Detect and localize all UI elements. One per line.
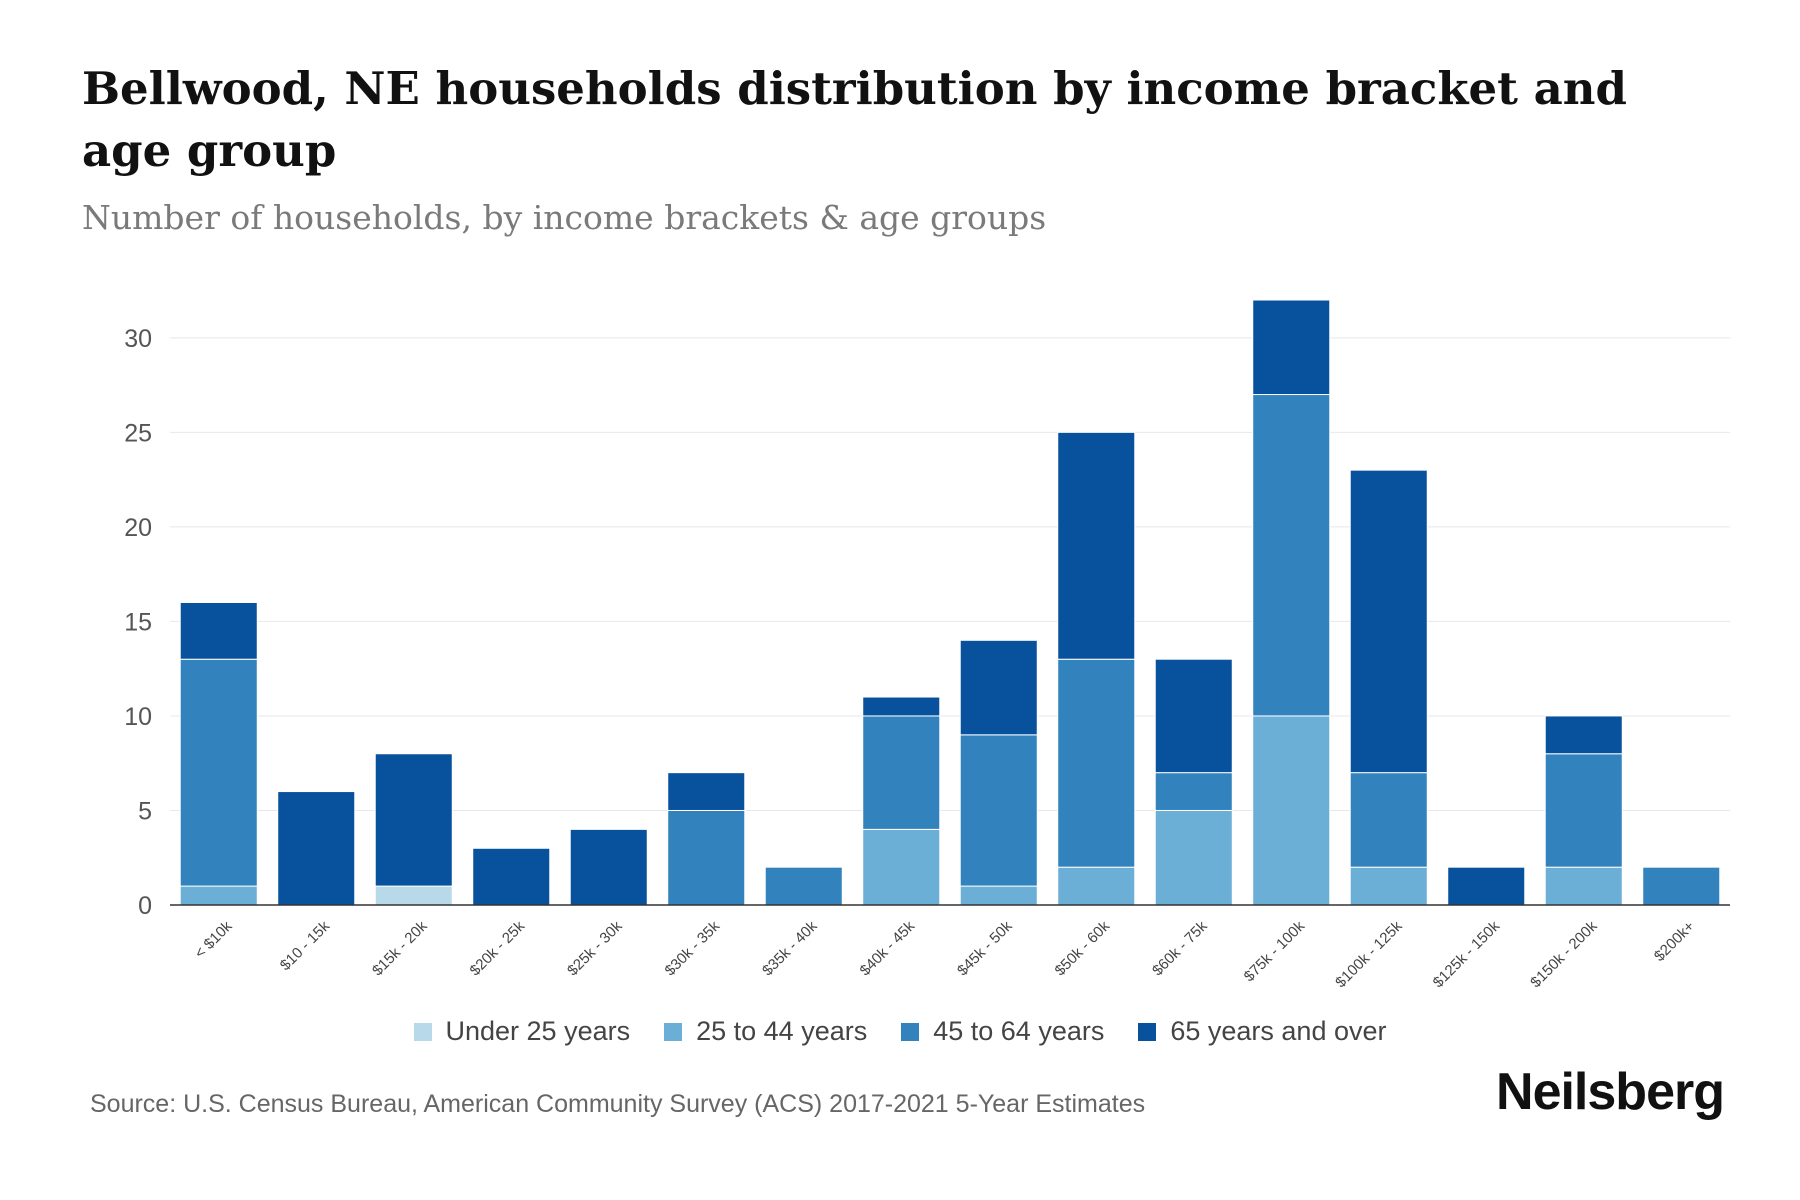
- source-note: Source: U.S. Census Bureau, American Com…: [90, 1090, 1146, 1118]
- bar-segment: [1447, 866, 1526, 906]
- bar-segment: [1349, 469, 1428, 774]
- legend-swatch: [901, 1022, 920, 1041]
- bar-segment: [1642, 866, 1721, 906]
- bar-segment: [959, 734, 1038, 887]
- x-tick-label: < $10k: [191, 917, 236, 962]
- bar-segment: [277, 791, 356, 906]
- bar-segment: [1252, 394, 1331, 717]
- x-tick-label: $75k - 100k: [1241, 917, 1309, 985]
- bar-segment: [667, 809, 746, 906]
- x-tick-label: $30k - 35k: [662, 917, 724, 979]
- bar-segment: [1544, 753, 1623, 868]
- bar-segment: [1057, 658, 1136, 868]
- bar-segment: [862, 828, 941, 906]
- x-tick-label: $15k - 20k: [369, 917, 431, 979]
- y-tick-label: 10: [124, 703, 152, 731]
- x-tick-label: $60k - 75k: [1149, 917, 1211, 979]
- bar-segment: [1544, 715, 1623, 755]
- x-tick-label: $20k - 25k: [467, 917, 529, 979]
- legend: Under 25 years 25 to 44 years 45 to 64 yea…: [0, 1016, 1800, 1047]
- bar-segment: [179, 602, 258, 660]
- legend-label: 65 years and over: [1170, 1016, 1387, 1046]
- y-tick-label: 25: [124, 419, 152, 447]
- bar-segment: [1252, 715, 1331, 906]
- bar-segment: [1154, 772, 1233, 811]
- gridlines: [170, 337, 1730, 811]
- x-tick-label: $25k - 30k: [564, 917, 626, 979]
- chart-subtitle: Number of households, by income brackets…: [82, 198, 1047, 237]
- stacked-bar-chart: 0 5 10 15 20 25 30 < $10k $10 - 15k $15k - 20k $20…: [124, 299, 1730, 991]
- bar-segment: [667, 772, 746, 811]
- x-tick-label: $150k - 200k: [1527, 917, 1601, 991]
- x-tick-label: $125k - 150k: [1430, 917, 1504, 991]
- bar-segment: [1154, 809, 1233, 906]
- bar-segment: [862, 696, 941, 717]
- x-tick-label: $50k - 60k: [1052, 917, 1114, 979]
- x-tick-label: $10 - 15k: [277, 917, 334, 974]
- bar-segment: [1349, 866, 1428, 906]
- y-tick-label: 0: [138, 892, 152, 920]
- y-tick-label: 15: [124, 608, 152, 636]
- legend-label: Under 25 years: [445, 1016, 631, 1046]
- bar-segment: [374, 753, 453, 887]
- legend-label: 45 to 64 years: [933, 1016, 1105, 1046]
- x-tick-label: $100k - 125k: [1332, 917, 1406, 991]
- bar-segment: [764, 866, 843, 906]
- brand-logo: Neilsberg: [1496, 1063, 1725, 1121]
- chart-title: Bellwood, NE households distribution by …: [82, 62, 1627, 177]
- bar-segment: [1544, 866, 1623, 906]
- legend-item: 65 years and over: [1138, 1016, 1387, 1047]
- x-tick-label: $200k+: [1651, 918, 1698, 965]
- legend-swatch: [664, 1022, 683, 1041]
- bar-segment: [374, 885, 453, 906]
- x-tick-label: $45k - 50k: [954, 917, 1016, 979]
- bar-segment: [1057, 866, 1136, 906]
- bar-segment: [179, 885, 258, 906]
- bar-segment: [1349, 772, 1428, 868]
- bars: [179, 299, 1721, 906]
- y-tick-label: 20: [124, 514, 152, 542]
- bar-segment: [1252, 299, 1331, 396]
- y-tick-label: 30: [124, 325, 152, 353]
- legend-item: 45 to 64 years: [901, 1016, 1104, 1047]
- x-tick-label: $35k - 40k: [759, 917, 821, 979]
- bar-segment: [1154, 658, 1233, 774]
- y-tick-label: 5: [138, 797, 152, 825]
- bar-segment: [179, 658, 258, 887]
- bar-segment: [472, 847, 551, 906]
- bar-segment: [959, 639, 1038, 736]
- legend-item: Under 25 years: [413, 1016, 631, 1047]
- bar-segment: [1057, 431, 1136, 660]
- x-tick-label: $40k - 45k: [857, 917, 919, 979]
- legend-label: 25 to 44 years: [696, 1016, 868, 1046]
- legend-swatch: [1138, 1022, 1157, 1041]
- bar-segment: [862, 715, 941, 830]
- legend-item: 25 to 44 years: [664, 1016, 867, 1047]
- bar-segment: [569, 828, 648, 906]
- legend-swatch: [413, 1022, 432, 1041]
- bar-segment: [959, 885, 1038, 906]
